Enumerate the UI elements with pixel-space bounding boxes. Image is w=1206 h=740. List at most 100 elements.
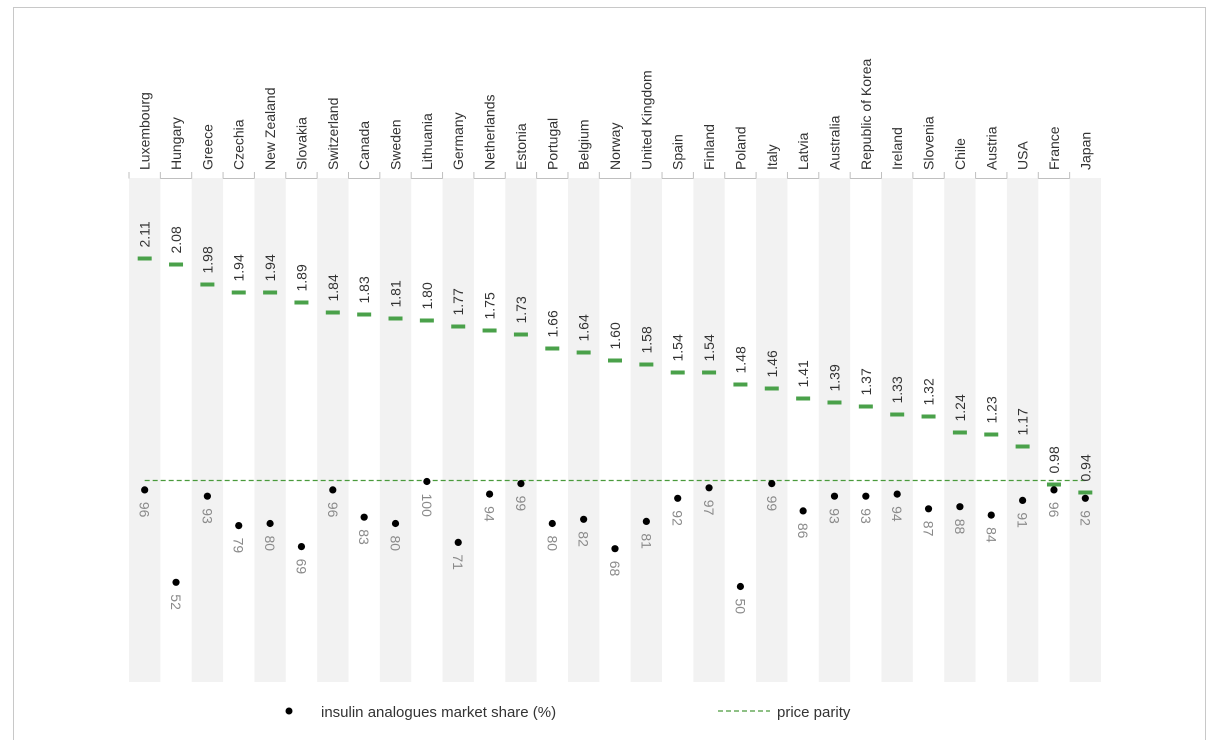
category-label: Latvia [795, 132, 811, 170]
category-label: Austria [983, 126, 999, 170]
market-share-point [705, 484, 713, 492]
column-band [1006, 178, 1039, 682]
price-ratio-label: 1.54 [701, 334, 717, 361]
price-ratio-marker [702, 370, 717, 375]
market-share-label: 96 [1046, 502, 1062, 518]
market-share-label: 100 [419, 494, 435, 518]
market-share-label: 82 [576, 531, 592, 547]
price-ratio-label: 1.64 [576, 314, 592, 341]
market-share-label: 80 [544, 536, 560, 552]
market-share-label: 88 [952, 519, 968, 535]
column-band [442, 178, 474, 682]
category-label: USA [1015, 141, 1031, 170]
price-ratio-label: 2.08 [168, 226, 184, 253]
column-band [944, 178, 976, 682]
price-ratio-label: 1.77 [450, 288, 466, 315]
price-ratio-marker [419, 318, 434, 323]
market-share-point [1050, 486, 1058, 494]
category-label: Slovenia [921, 116, 937, 170]
category-label: Chile [952, 138, 968, 170]
market-share-label: 81 [638, 533, 654, 549]
category-label: Canada [356, 121, 372, 170]
market-share-point [830, 492, 839, 500]
market-share-label: 71 [450, 554, 466, 570]
price-ratio-label: 1.60 [607, 322, 623, 349]
category-label: Ireland [889, 127, 905, 170]
category-label: Hungary [168, 117, 184, 170]
market-share-label: 93 [858, 508, 874, 524]
market-share-point [768, 480, 776, 488]
price-ratio-label: 1.39 [826, 364, 842, 391]
price-ratio-label: 0.94 [1077, 454, 1093, 481]
category-label: Germany [450, 112, 466, 170]
market-share-point [580, 515, 588, 523]
market-share-label: 93 [826, 508, 842, 524]
price-ratio-label: 1.81 [388, 280, 404, 307]
price-ratio-marker [984, 432, 999, 437]
price-ratio-label: 1.24 [952, 394, 968, 421]
market-share-point [485, 490, 494, 498]
price-ratio-marker [169, 262, 184, 267]
market-share-label: 99 [764, 496, 780, 512]
category-label: United Kingdom [638, 70, 654, 170]
price-ratio-marker [1078, 490, 1093, 495]
market-share-point [642, 517, 650, 526]
price-ratio-label: 1.32 [921, 378, 937, 405]
price-ratio-label: 1.58 [638, 326, 654, 353]
price-ratio-marker [263, 290, 278, 295]
column-band [756, 178, 788, 682]
price-ratio-marker [1015, 444, 1030, 449]
market-share-label: 86 [795, 523, 811, 539]
market-share-point [1081, 494, 1089, 502]
price-ratio-marker [796, 396, 811, 401]
market-share-label: 50 [732, 599, 748, 615]
price-ratio-label: 1.94 [231, 254, 247, 281]
column-band [1069, 178, 1101, 682]
price-ratio-label: 1.83 [356, 276, 372, 303]
price-ratio-marker [200, 282, 215, 287]
category-label: Norway [607, 123, 623, 170]
price-ratio-label: 1.46 [764, 350, 780, 377]
category-label: Australia [826, 115, 842, 170]
price-ratio-label: 1.75 [482, 292, 498, 319]
price-ratio-marker [608, 358, 622, 363]
category-label: Finland [701, 124, 717, 170]
price-ratio-label: 0.98 [1046, 446, 1062, 473]
market-share-point [987, 511, 995, 519]
column-band [129, 178, 161, 682]
price-ratio-marker [357, 312, 372, 317]
market-share-label: 83 [356, 529, 372, 545]
market-share-label: 99 [513, 496, 529, 512]
market-share-label: 96 [137, 502, 153, 518]
category-label: Portugal [544, 118, 560, 170]
price-ratio-marker [952, 430, 967, 435]
market-share-point [956, 503, 964, 511]
price-ratio-marker [231, 290, 246, 295]
market-share-point [517, 480, 525, 488]
category-label: France [1046, 126, 1062, 170]
price-ratio-label: 1.37 [858, 368, 874, 395]
price-ratio-label: 1.98 [199, 246, 215, 273]
market-share-label: 91 [1015, 512, 1031, 528]
category-label: Japan [1077, 132, 1093, 170]
market-share-point [360, 513, 368, 521]
column-band [881, 178, 913, 682]
market-share-label: 92 [1077, 510, 1093, 526]
price-ratio-marker [1046, 482, 1061, 487]
market-share-label: 92 [670, 510, 686, 526]
category-label: Republic of Korea [858, 58, 874, 170]
price-ratio-label: 1.41 [795, 360, 811, 387]
price-ratio-label: 1.94 [262, 254, 278, 281]
market-share-label: 84 [983, 527, 999, 543]
price-ratio-label: 1.54 [670, 334, 686, 361]
market-share-point [674, 494, 682, 502]
market-share-point [266, 519, 274, 528]
market-share-label: 87 [921, 521, 937, 537]
market-share-label: 94 [482, 506, 498, 522]
price-ratio-marker [576, 350, 591, 355]
category-label: Lithuania [419, 113, 435, 170]
price-ratio-marker [513, 332, 528, 337]
market-share-point [736, 582, 745, 591]
column-band [317, 178, 349, 682]
